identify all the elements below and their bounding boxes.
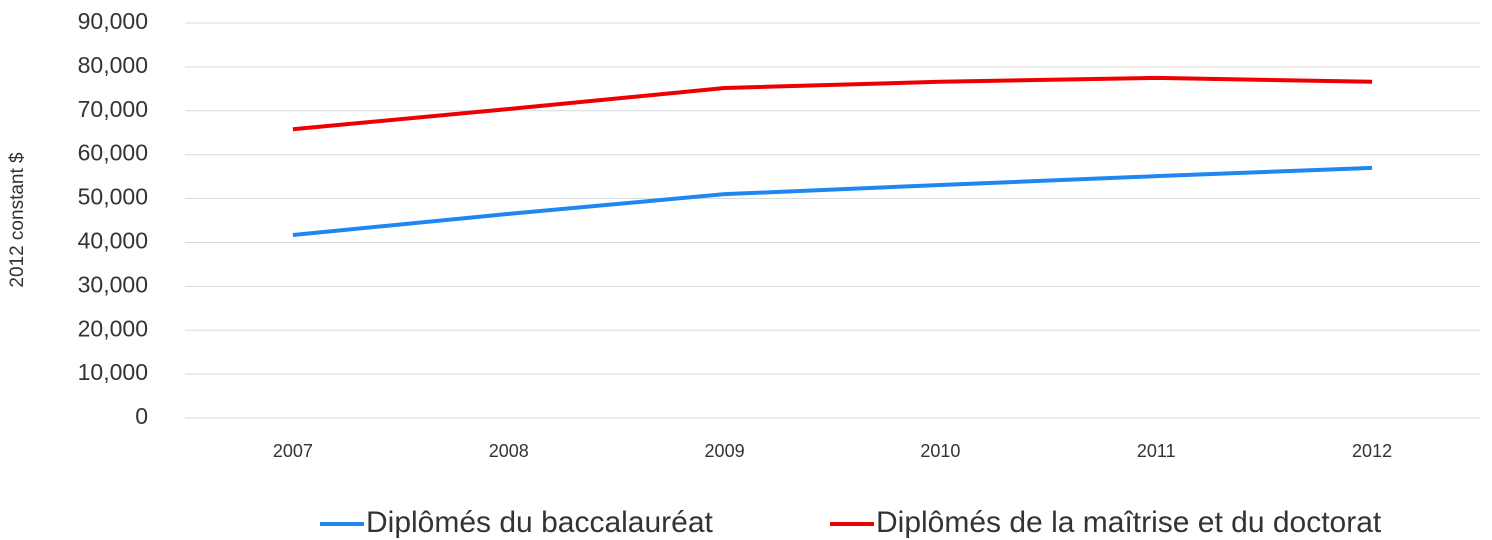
legend-label: Diplômés du baccalauréat	[366, 506, 714, 539]
y-tick-label: 90,000	[78, 8, 148, 34]
series-line	[292, 165, 1373, 237]
y-tick-label: 30,000	[78, 271, 148, 297]
y-tick-label: 20,000	[78, 315, 148, 341]
y-tick-label: 50,000	[78, 184, 148, 210]
y-tick-label: 10,000	[78, 359, 148, 385]
legend-label: Diplômés de la maîtrise et du doctorat	[876, 506, 1382, 539]
y-axis-label: 2012 constant $	[7, 152, 28, 288]
x-tick-label: 2009	[705, 441, 745, 461]
x-tick-label: 2011	[1137, 441, 1176, 461]
y-tick-label: 80,000	[78, 52, 148, 78]
y-tick-label: 60,000	[78, 140, 148, 166]
x-tick-label: 2007	[273, 441, 313, 461]
y-tick-label: 0	[135, 403, 148, 429]
x-tick-label: 2012	[1352, 441, 1392, 461]
series-line	[292, 75, 1373, 132]
x-tick-label: 2010	[920, 441, 960, 461]
y-tick-label: 70,000	[78, 96, 148, 122]
x-tick-label: 2008	[489, 441, 529, 461]
y-tick-label: 40,000	[78, 228, 148, 254]
